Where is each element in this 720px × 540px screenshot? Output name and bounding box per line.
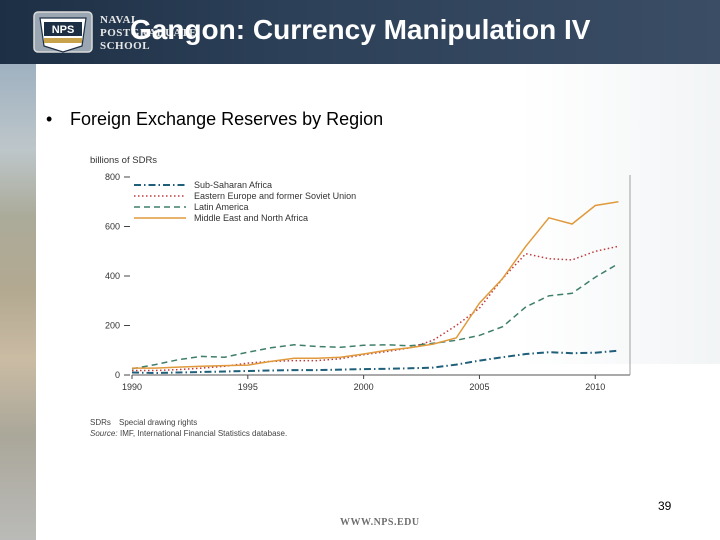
series-line-1 bbox=[132, 245, 619, 372]
y-tick-label-2: 400 bbox=[105, 271, 120, 281]
bullet-dot-icon: • bbox=[46, 109, 53, 129]
y-tick-label-4: 800 bbox=[105, 172, 120, 182]
y-axis-label: billions of SDRs bbox=[90, 155, 157, 166]
title-bar: NPS NAVAL POSTGRADUATE SCHOOL Gangon: Cu… bbox=[0, 0, 720, 64]
footer-url: WWW.NPS.EDU bbox=[340, 517, 420, 528]
page-number: 39 bbox=[658, 499, 672, 513]
footnote-key-1: Source: bbox=[90, 429, 118, 438]
legend-label-3: Middle East and North Africa bbox=[194, 213, 308, 223]
series-line-0 bbox=[131, 349, 619, 375]
line-chart: billions of SDRs 0 200 400 600 800 1990 1995 20… bbox=[90, 155, 631, 438]
y-tick-label-0: 0 bbox=[115, 370, 120, 380]
nps-logo-icon: NPS bbox=[33, 11, 93, 53]
slide-title: Gangon: Currency Manipulation IV bbox=[130, 14, 591, 45]
footnote-text-0: Special drawing rights bbox=[119, 418, 197, 427]
y-tick-label-1: 200 bbox=[105, 321, 120, 331]
y-tick-label-3: 600 bbox=[105, 222, 120, 232]
legend-label-1: Eastern Europe and former Soviet Union bbox=[194, 191, 356, 201]
x-tick-label-1: 1995 bbox=[238, 382, 258, 392]
background-fade bbox=[520, 64, 720, 364]
legend-label-0: Sub-Saharan Africa bbox=[194, 180, 272, 190]
legend-label-2: Latin America bbox=[194, 202, 249, 212]
series-line-2 bbox=[131, 262, 619, 370]
x-tick-label-3: 2005 bbox=[469, 382, 489, 392]
x-tick-label-2: 2000 bbox=[354, 382, 374, 392]
logo-text: NPS bbox=[52, 24, 75, 36]
x-tick-label-4: 2010 bbox=[585, 382, 605, 392]
bullet-item: • Foreign Exchange Reserves by Region bbox=[46, 109, 383, 130]
school-name-line-1: NAVAL bbox=[100, 14, 139, 26]
school-name-line-2: POSTGRADUATE bbox=[100, 27, 197, 39]
bullet-text: Foreign Exchange Reserves by Region bbox=[70, 109, 384, 129]
x-tick-label-0: 1990 bbox=[122, 382, 142, 392]
series-line-3 bbox=[132, 201, 619, 369]
campus-photo bbox=[0, 64, 36, 540]
footnote-key-0: SDRs bbox=[90, 418, 111, 427]
plot-area: 0 200 400 600 800 1990 1995 2000 2005 2010 bbox=[105, 172, 631, 392]
school-name-line-3: SCHOOL bbox=[100, 40, 151, 52]
footnote-text-1: IMF, International Financial Statistics … bbox=[120, 429, 287, 438]
